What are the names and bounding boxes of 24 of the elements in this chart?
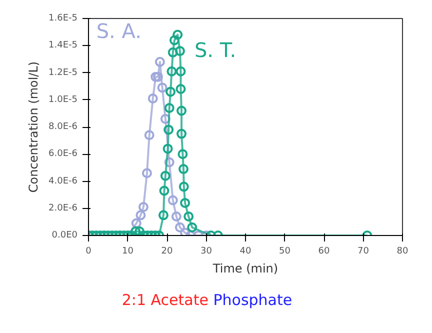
x-tick-label: 80 — [396, 246, 408, 256]
series-label: S. T. — [194, 38, 236, 62]
x-tick-label: 60 — [318, 246, 330, 256]
x-tick-label: 20 — [161, 246, 173, 256]
x-tick-label: 40 — [240, 246, 252, 256]
x-tick-label: 30 — [200, 246, 212, 256]
y-tick-label: 1.0E-5 — [48, 94, 78, 105]
y-tick-label: 4.0E-6 — [48, 176, 78, 186]
series-label: S. A. — [96, 18, 142, 43]
y-tick-label: 1.4E-5 — [48, 40, 78, 51]
y-tick-label: 8.0E-6 — [48, 122, 78, 132]
x-tick-label: 50 — [279, 246, 291, 256]
y-tick-label: 6.0E-6 — [48, 149, 78, 160]
text: Phosphate — [213, 291, 292, 309]
y-tick-label: 1.6E-5 — [48, 14, 78, 24]
x-tick-label: 0 — [86, 246, 92, 256]
y-tick-label: 1.2E-5 — [48, 68, 78, 78]
text: 2:1 Acetate — [122, 291, 208, 309]
y-tick-label: 2.0E-6 — [48, 203, 78, 214]
x-tick-label: 10 — [122, 246, 134, 256]
x-axis-title: Time (min) — [212, 262, 278, 276]
y-axis-title: Concentration (mol/L) — [26, 61, 41, 193]
x-tick-label: 70 — [358, 246, 370, 256]
y-tick-label: 0.0E0 — [52, 230, 78, 240]
